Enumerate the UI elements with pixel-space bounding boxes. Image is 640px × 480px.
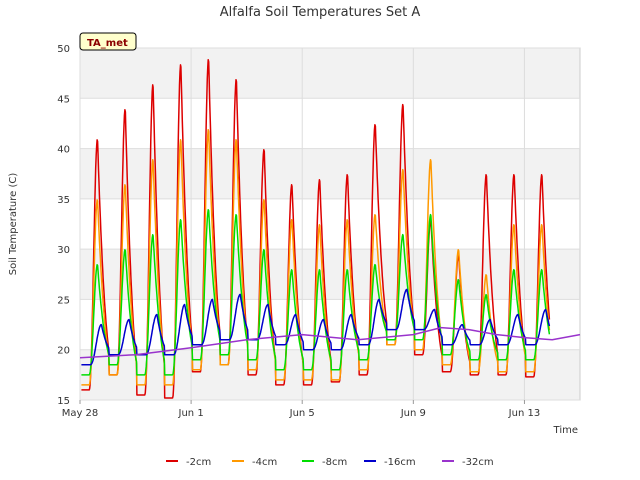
legend-label: -32cm	[462, 457, 494, 468]
station-label-frame	[79, 32, 137, 51]
series-line	[81, 288, 551, 366]
y-tick-label: 40	[57, 145, 70, 156]
legend-label: -8cm	[322, 457, 347, 468]
chart-title: Alfalfa Soil Temperatures Set A	[220, 5, 421, 20]
legend-label: -4cm	[252, 457, 277, 468]
x-tick-label: May 28	[62, 408, 99, 419]
x-tick-label: Jun 13	[508, 408, 541, 419]
legend-label: -16cm	[384, 457, 416, 468]
background-band	[80, 148, 580, 199]
y-tick-label: 50	[57, 44, 70, 55]
y-axis-ticks: 15 20 25 30 35 40 45 50	[57, 44, 70, 407]
x-tick-label: Jun 9	[400, 408, 426, 419]
y-tick-label: 45	[57, 94, 70, 105]
background-band	[80, 249, 580, 300]
y-tick-label: 25	[57, 295, 70, 306]
x-axis-ticks: May 28 Jun 1 Jun 5 Jun 9 Jun 13	[62, 400, 540, 419]
x-tick-label: Jun 5	[289, 408, 315, 419]
legend: -2cm -4cm -8cm -16cm -32cm	[166, 457, 494, 468]
station-label-box: TA_met	[79, 32, 137, 51]
series-layer	[79, 58, 581, 399]
y-tick-label: 35	[57, 195, 70, 206]
legend-label: -2cm	[186, 457, 211, 468]
y-tick-label: 15	[57, 396, 70, 407]
y-tick-label: 30	[57, 245, 70, 256]
x-axis-label: Time	[553, 425, 578, 436]
background-band	[80, 48, 580, 99]
y-tick-label: 20	[57, 346, 70, 357]
x-tick-label: Jun 1	[178, 408, 204, 419]
station-label: TA_met	[87, 38, 128, 49]
series-line	[79, 326, 581, 359]
y-axis-label: Soil Temperature (C)	[8, 173, 19, 276]
